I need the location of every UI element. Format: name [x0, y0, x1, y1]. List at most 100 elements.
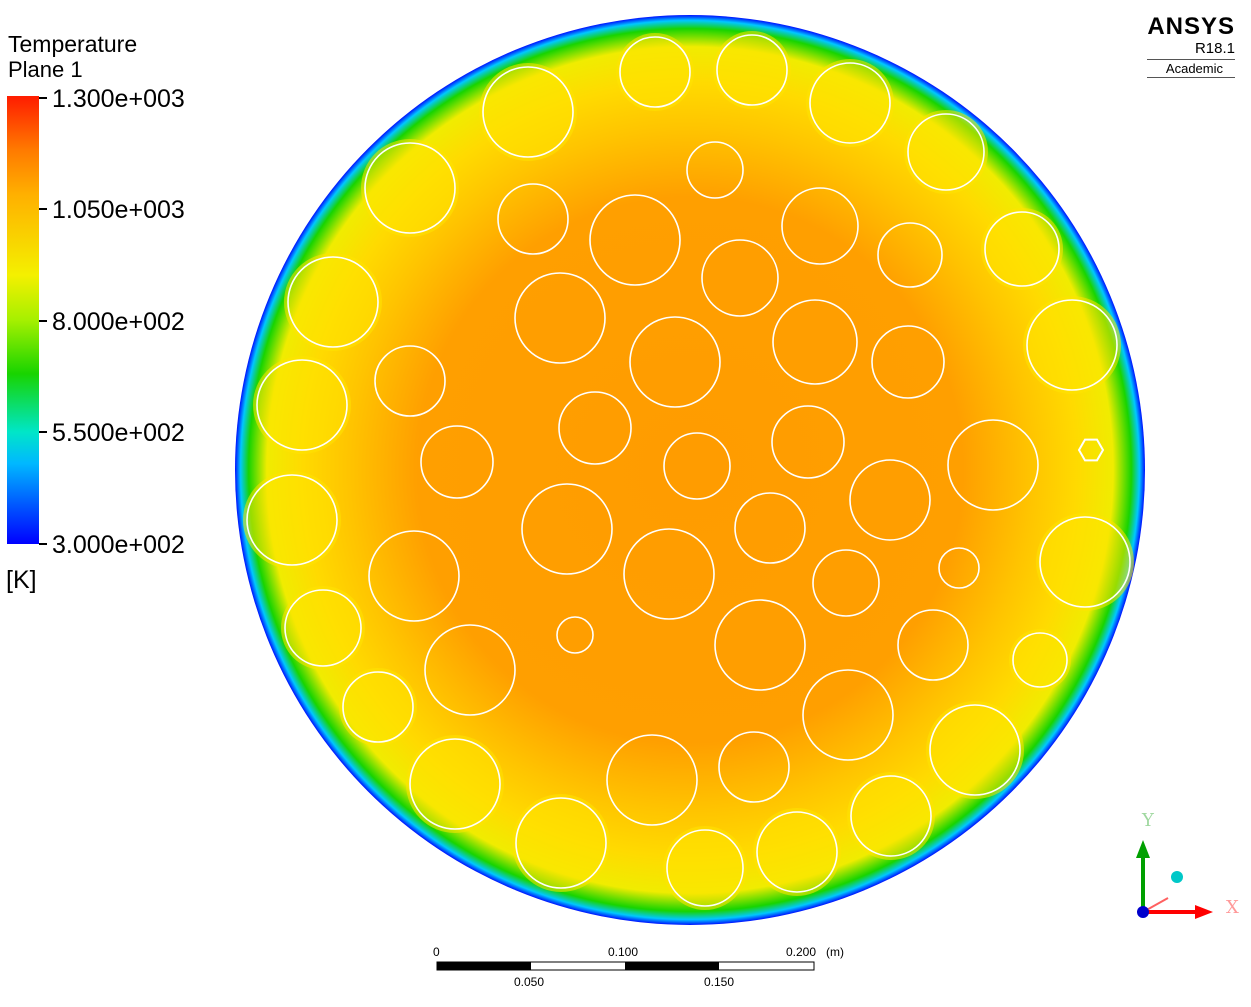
legend-tick: [39, 208, 47, 210]
pebble-fill: [806, 59, 894, 147]
pebble-fill: [1036, 513, 1134, 611]
pebble-outline: [756, 811, 838, 893]
domain-disc: [235, 15, 1145, 925]
pebble-outline: [877, 222, 943, 288]
pebble-fill: [361, 139, 459, 237]
pebble-outline: [850, 775, 932, 857]
pebble-outline: [521, 483, 613, 575]
pebble-outline: [606, 734, 698, 826]
pebble-fill: [847, 772, 935, 860]
pebble-outline: [515, 797, 607, 889]
pebble-outline: [849, 459, 931, 541]
axis-triad: [1136, 840, 1213, 919]
axis-y-label: Y: [1142, 810, 1154, 831]
pebble-outline: [897, 609, 969, 681]
legend-subtitle: Plane 1: [8, 57, 83, 82]
scale-bar: [436, 961, 815, 971]
pebble-outline: [802, 669, 894, 761]
pebble-outline: [1026, 299, 1118, 391]
pebble-outline: [287, 256, 379, 348]
pebble-fill: [753, 808, 841, 896]
legend-tick-label: 1.300e+003: [52, 85, 185, 113]
pebble-outline: [871, 325, 945, 399]
legend-tick-label: 1.050e+003: [52, 196, 185, 224]
legend-title: Temperature: [8, 31, 138, 57]
pebble-fill: [281, 586, 365, 670]
pebble-outline: [342, 671, 414, 743]
pebble-outline: [686, 141, 744, 199]
pebble-outline: [929, 704, 1021, 796]
pebble-outline: [374, 345, 446, 417]
pebble-outline: [556, 616, 594, 654]
pebble-outlines: [243, 31, 1134, 910]
pebble-fill: [243, 471, 341, 569]
pebble-outline: [734, 492, 806, 564]
pebble-fill: [713, 31, 791, 109]
scale-label: 0.200: [786, 945, 817, 959]
pebble-outline: [424, 624, 516, 716]
logo-edition: Academic: [1147, 59, 1235, 78]
pebble-outline: [619, 36, 691, 108]
color-legend-bar: [7, 96, 39, 544]
scale-label: 0: [433, 945, 440, 959]
legend-tick-label: 8.000e+002: [52, 308, 185, 336]
pebble-outline: [256, 359, 348, 451]
pebble-outline: [623, 528, 715, 620]
pebble-fill: [981, 208, 1063, 290]
pebble-outline: [246, 474, 338, 566]
pebble-outline: [947, 419, 1039, 511]
pebble-outline: [809, 62, 891, 144]
logo-version: R18.1: [1194, 40, 1235, 57]
scale-unit: (m): [826, 945, 844, 959]
pebble-fill: [1009, 629, 1071, 691]
pebble-outline: [364, 142, 456, 234]
pebble-outline: [482, 66, 574, 158]
axis-x-label: X: [1226, 897, 1239, 918]
pebble-outline: [716, 34, 788, 106]
pebble-outline: [1039, 516, 1131, 608]
legend-tick-label: 5.500e+002: [52, 419, 185, 447]
pebble-fill: [926, 701, 1024, 799]
pebble-outline: [284, 589, 362, 667]
pebble-outline: [497, 183, 569, 255]
pebble-outline: [781, 187, 859, 265]
pebble-fill: [253, 356, 351, 454]
hex-outline: [1077, 438, 1105, 462]
pebble-outline: [907, 113, 985, 191]
pebble-fill: [512, 794, 610, 892]
pebble-fill: [406, 735, 504, 833]
legend-tick: [39, 431, 47, 433]
legend-tick: [39, 97, 47, 99]
pebble-fill: [1023, 296, 1121, 394]
pebble-fill: [616, 33, 694, 111]
pebble-outline: [629, 316, 721, 408]
legend-tick: [39, 543, 47, 545]
scale-label: 0.050: [514, 975, 545, 989]
pebble-outline: [409, 738, 501, 830]
pebble-outline: [558, 391, 632, 465]
pebble-outline: [514, 272, 606, 364]
pebble-outline: [666, 829, 744, 907]
pebble-outline: [589, 194, 681, 286]
legend-unit: [K]: [6, 566, 37, 594]
scale-label: 0.100: [608, 945, 639, 959]
pebble-outline: [718, 731, 790, 803]
pebble-outline: [701, 239, 779, 317]
pebble-outline: [368, 530, 460, 622]
pebble-outline: [663, 432, 731, 500]
pebble-outline: [771, 405, 845, 479]
legend-tick-label: 3.000e+002: [52, 531, 185, 559]
pebble-outline: [714, 599, 806, 691]
pebble-fill: [904, 110, 988, 194]
pebble-fill: [479, 63, 577, 161]
pebble-fill: [339, 668, 417, 746]
pebble-outline: [1012, 632, 1068, 688]
scale-label: 0.150: [704, 975, 735, 989]
pebble-outline: [938, 547, 980, 589]
pebble-outline: [984, 211, 1060, 287]
pebble-outline: [420, 425, 494, 499]
pebble-outline: [772, 299, 858, 385]
pebble-fill: [663, 826, 747, 910]
pebble-fill: [284, 253, 382, 351]
